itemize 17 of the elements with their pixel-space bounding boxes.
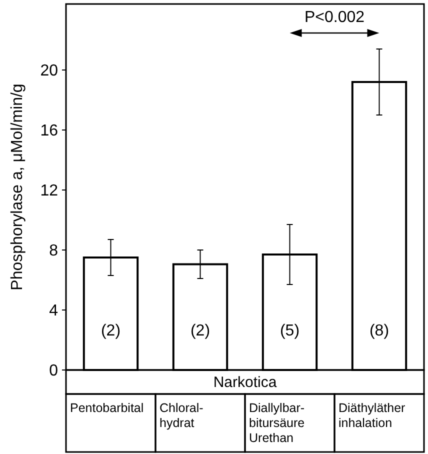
annotation: (5) [280,322,300,340]
y-tick-label: 8 [49,242,58,260]
x-tick-label: Chloral- hydrat [160,401,204,430]
annotation: P<0.002 [304,9,365,26]
annotation: (8) [369,322,390,340]
y-tick-label: 20 [40,62,58,80]
annotation: (2) [190,322,210,340]
annotation: (2) [100,322,121,340]
x-tick-label: Diäthyläther inhalation [338,401,406,430]
y-tick-label: 0 [49,362,58,380]
x-axis-title: Narkotica [213,374,278,391]
y-axis-title: Phosphorylase a, μMol/min/g [9,84,26,290]
y-tick-label: 16 [40,122,58,140]
x-tick-label: Diallylbar- bitursäure Urethan [249,401,305,445]
x-tick-label: Pentobarbital [70,401,144,415]
y-tick-label: 4 [49,302,58,320]
y-tick-label: 12 [40,182,58,200]
